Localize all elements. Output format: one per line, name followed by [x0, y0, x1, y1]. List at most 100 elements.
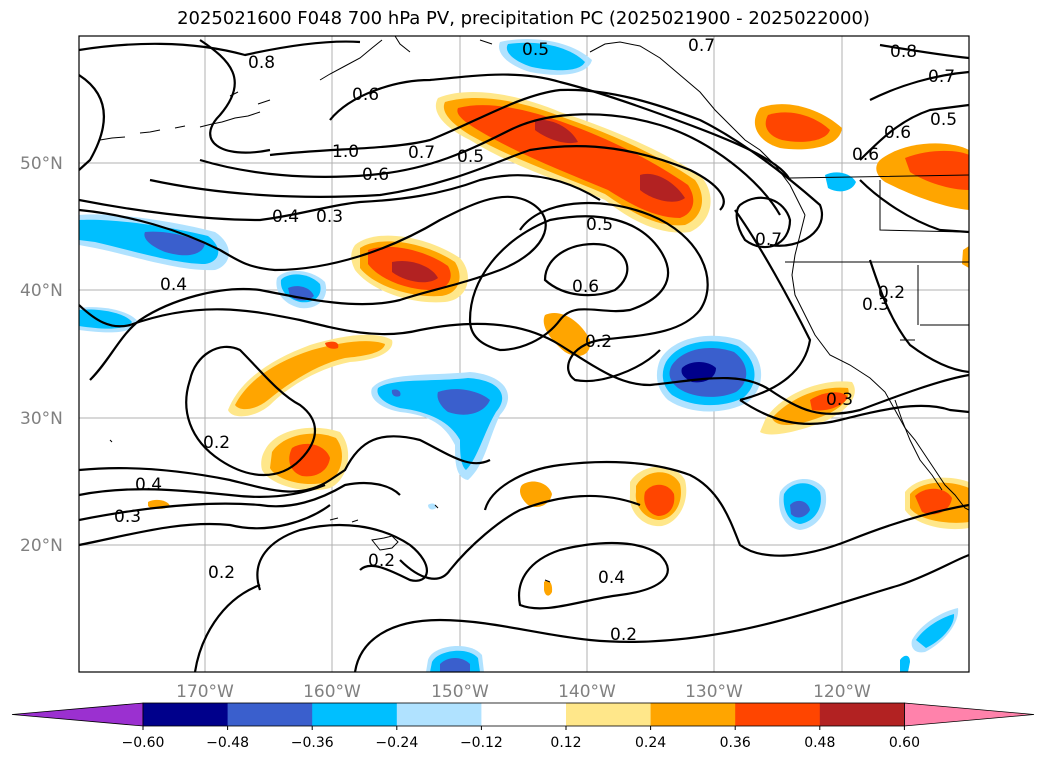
contour-label: 0.2 — [610, 625, 637, 645]
pv-contour-02-bottom — [353, 553, 969, 672]
colorbar-tick-label: −0.60 — [122, 735, 165, 751]
precip-neg-nw-royal — [144, 231, 205, 256]
contour-label: 0.8 — [248, 53, 275, 73]
colorbar-segment — [481, 703, 567, 726]
precip-pos-bc-red — [765, 112, 830, 142]
precip-neg-ne-blue — [827, 175, 852, 189]
lon-tick-label: 170°W — [176, 682, 234, 702]
coast-hawaii — [329, 517, 399, 551]
precip-neg-22n-royal — [790, 500, 810, 518]
contour-label-group: 0.5 0.7 0.8 0.8 0.7 0.6 0.5 0.6 0.6 1.0 … — [114, 36, 957, 645]
colorbar-segment — [396, 703, 482, 726]
precip-pos-gulf-red — [457, 105, 694, 218]
map-title: 2025021600 F048 700 hPa PV, precipitatio… — [177, 8, 870, 29]
colorbar: −0.60 −0.48 −0.36 −0.24 −0.12 0.12 0.24 0.36 0.4… — [11, 702, 1035, 751]
contour-label: 0.6 — [572, 277, 599, 297]
lon-tick-labels: 170°W 160°W 150°W 140°W 130°W 120°W — [176, 682, 871, 702]
pv-contour-east-5 — [868, 259, 969, 374]
contour-label: 0.4 — [160, 275, 187, 295]
colorbar-extend-max — [904, 702, 1035, 727]
colorbar-segment — [819, 703, 905, 726]
precip-shading — [79, 39, 969, 672]
contour-label: 0.7 — [408, 143, 435, 163]
contour-label: 0.5 — [457, 147, 484, 167]
pv-contour-east-2 — [869, 70, 969, 101]
contour-label: 0.8 — [890, 42, 917, 62]
pv-contour-02-center — [399, 494, 641, 580]
colorbar-frame — [142, 702, 905, 727]
pv-contour-08 — [79, 40, 361, 57]
pv-contour-03-west — [79, 481, 401, 522]
contour-label: 0.3 — [862, 295, 889, 315]
pv-contour-02-west-loop — [193, 583, 261, 672]
pv-contour-04 — [79, 174, 601, 222]
pv-contour-ring-2 — [519, 201, 709, 383]
precip-pos-ne-red — [905, 150, 969, 190]
pv-contour-02-mid — [79, 304, 969, 415]
precip-neg-se-b — [900, 655, 910, 672]
precip-pos-arc-red — [325, 341, 339, 349]
contour-label: 0.2 — [368, 551, 395, 571]
contour-label: 0.7 — [688, 36, 715, 56]
contour-label: 0.6 — [852, 145, 879, 165]
colorbar-tick-label: 0.24 — [635, 735, 666, 751]
pv-contour-01-loop — [256, 523, 428, 591]
pv-contour-04-center — [517, 541, 669, 610]
precip-pos-37n — [543, 312, 591, 356]
coastlines — [99, 36, 969, 583]
precip-pos-23n-a — [520, 481, 552, 507]
colorbar-segment — [650, 703, 736, 726]
coast-alaska-main — [394, 36, 806, 216]
precip-neg-50n-blue — [506, 42, 585, 71]
contour-label: 0.2 — [203, 433, 230, 453]
precip-pos-44n-dark — [392, 260, 438, 283]
contour-label: 0.5 — [930, 110, 957, 130]
colorbar-tick-label: 0.36 — [720, 735, 751, 751]
contour-label: 0.4 — [135, 475, 162, 495]
colorbar-segment — [735, 703, 821, 726]
pv-contour-bc-loop — [735, 196, 792, 249]
lon-tick-label: 130°W — [685, 682, 743, 702]
colorbar-segment — [566, 703, 652, 726]
colorbar-segment — [312, 703, 398, 726]
coast-westcoast — [791, 214, 969, 511]
pv-contours — [79, 39, 969, 672]
contour-label: 0.7 — [755, 230, 782, 250]
contour-label: 0.6 — [884, 123, 911, 143]
precip-pos-28n-red — [289, 443, 330, 477]
contour-label: 0.3 — [114, 507, 141, 527]
pv-contour-05-north — [149, 145, 725, 211]
precip-neg-bottom-royal — [440, 658, 470, 672]
lat-tick-label: 50°N — [20, 154, 63, 174]
precip-neg-se-blue — [916, 614, 955, 648]
precip-pos-24n-red — [644, 484, 675, 516]
pv-contour-low-west — [79, 435, 491, 493]
colorbar-extend-min — [11, 702, 144, 727]
precip-pos-31n-red — [810, 392, 848, 411]
contour-label: 0.5 — [522, 40, 549, 60]
lon-tick-label: 160°W — [303, 682, 361, 702]
pv-contour-east-1 — [859, 103, 969, 161]
contour-label: 0.5 — [586, 215, 613, 235]
pv-contour-east-3 — [879, 43, 969, 60]
pv-contour-07-east — [734, 209, 812, 402]
precip-pos-arc-orange — [235, 341, 385, 410]
colorbar-tick-label: −0.24 — [375, 735, 418, 751]
precip-pos-22n-red — [915, 488, 952, 515]
pv-contour-east-4 — [859, 179, 969, 234]
contour-label: 0.2 — [585, 332, 612, 352]
pv-contour-03 — [79, 195, 547, 381]
map-frame — [78, 35, 970, 673]
colorbar-segment — [227, 703, 313, 726]
pv-contour-north-b — [199, 39, 271, 154]
precip-neg-w-blue — [79, 309, 132, 329]
pv-contour-04-west — [79, 483, 326, 499]
contour-label: 0.4 — [272, 207, 299, 227]
contour-label: 0.3 — [826, 390, 853, 410]
colorbar-tick-label: 0.48 — [804, 735, 835, 751]
lat-tick-label: 20°N — [20, 536, 63, 556]
pv-contour-06-north — [199, 113, 781, 216]
pv-contour-06-mid — [543, 242, 629, 297]
precip-pos-18n — [544, 580, 553, 596]
coast-us-border — [785, 174, 969, 341]
